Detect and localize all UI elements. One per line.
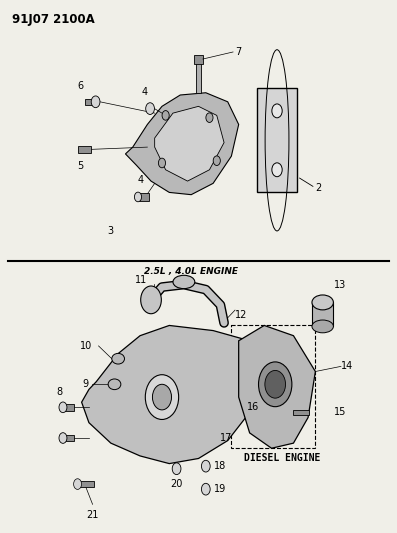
Text: 4: 4 [141,87,148,97]
Bar [64,435,74,441]
Bar [196,63,201,93]
Text: 5: 5 [77,161,83,171]
Bar [64,404,74,410]
Circle shape [141,286,161,314]
Text: 17: 17 [220,433,233,443]
Circle shape [59,402,67,413]
Bar [85,99,93,105]
Polygon shape [239,326,315,448]
Circle shape [213,156,220,165]
Text: 12: 12 [235,310,247,320]
Circle shape [152,384,172,410]
Circle shape [73,479,81,489]
Polygon shape [82,326,260,464]
Text: 4: 4 [137,175,143,185]
Text: 91J07 2100A: 91J07 2100A [12,13,94,26]
Ellipse shape [108,379,121,390]
Bar [194,55,203,64]
Text: 3: 3 [108,227,114,237]
Circle shape [272,163,282,176]
Ellipse shape [112,353,125,364]
Circle shape [59,433,67,443]
Polygon shape [125,93,239,195]
Text: 20: 20 [170,479,183,489]
Text: 18: 18 [214,461,226,471]
Ellipse shape [312,320,333,333]
Circle shape [201,483,210,495]
Text: 21: 21 [87,510,99,520]
Circle shape [206,113,213,123]
Circle shape [272,104,282,118]
Text: 19: 19 [214,484,226,494]
Text: 14: 14 [341,361,353,372]
Circle shape [265,370,285,398]
Text: 10: 10 [80,341,93,351]
Circle shape [201,461,210,472]
Text: 2: 2 [315,183,322,193]
Polygon shape [257,88,297,192]
Bar [78,146,91,153]
Circle shape [162,110,169,120]
Polygon shape [155,107,224,181]
Bar [78,481,94,487]
Circle shape [145,375,179,419]
Circle shape [146,103,154,115]
Circle shape [158,158,166,168]
Bar [139,193,149,200]
Bar [293,410,308,415]
Text: 2.5L , 4.0L ENGINE: 2.5L , 4.0L ENGINE [144,267,238,276]
Circle shape [172,463,181,474]
Circle shape [91,96,100,108]
Ellipse shape [173,276,195,289]
Text: 13: 13 [333,280,346,289]
Text: 8: 8 [56,386,62,397]
Bar [312,302,333,326]
Text: 6: 6 [77,81,84,91]
Text: 15: 15 [333,407,346,417]
Circle shape [258,362,292,407]
Text: 16: 16 [247,402,259,412]
Circle shape [135,192,142,201]
Text: DIESEL ENGINE: DIESEL ENGINE [244,454,321,463]
Ellipse shape [312,295,333,310]
Text: 11: 11 [135,274,147,285]
Text: 7: 7 [235,47,241,57]
Text: 9: 9 [83,379,89,389]
